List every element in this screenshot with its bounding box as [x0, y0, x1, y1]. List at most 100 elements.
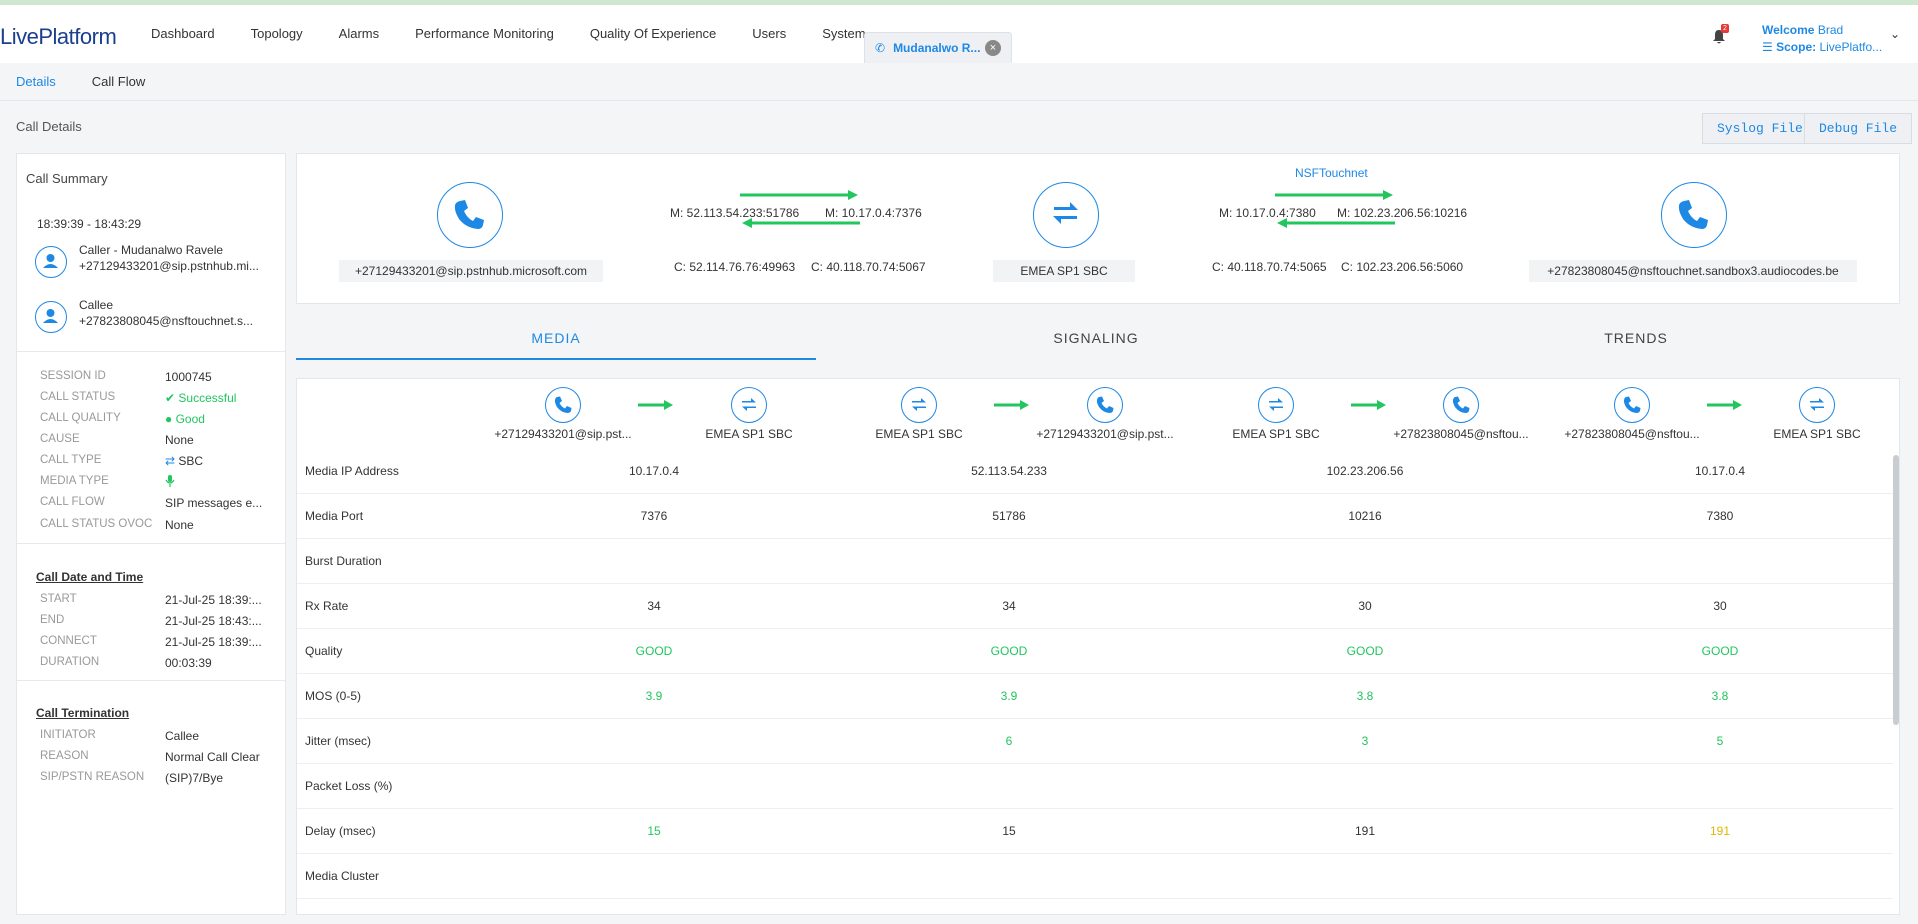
check-circle-icon: ✔: [165, 391, 176, 405]
open-call-tab[interactable]: ✆ Mudanalwo R... ×: [864, 32, 1012, 63]
caller-avatar-icon: [35, 246, 67, 278]
field-media-type: MEDIA TYPE: [40, 475, 280, 493]
left-media-a: M: 52.113.54.233:51786: [670, 206, 800, 220]
field-value: (SIP)7/Bye: [165, 771, 224, 785]
tab-details[interactable]: Details: [16, 74, 56, 89]
nav-system[interactable]: System: [822, 26, 866, 41]
sbc-icon: [731, 387, 767, 423]
leg-endpoint-label: EMEA SP1 SBC: [1232, 427, 1320, 441]
tab-signaling[interactable]: SIGNALING: [1053, 330, 1139, 346]
chevron-down-icon[interactable]: ⌄: [1890, 27, 1901, 41]
row-label: Rx Rate: [305, 599, 349, 613]
field-initiator: INITIATOR Callee: [40, 729, 280, 747]
leg-endpoint-label: +27129433201@sip.pst...: [1036, 427, 1174, 441]
callee-node-label: +27823808045@nsftouchnet.sandbox3.audioc…: [1529, 260, 1857, 282]
caller-uri: +27129433201@sip.pstnhub.mi...: [79, 259, 259, 273]
left-media-b: M: 10.17.0.4:7376: [825, 206, 922, 220]
field-key: CALL STATUS: [40, 391, 116, 403]
field-value: None: [165, 518, 194, 532]
field-start: START 21-Jul-25 18:39:...: [40, 593, 280, 611]
syslog-file-button[interactable]: Syslog File: [1702, 113, 1818, 144]
scope-icon: ☰: [1762, 40, 1773, 54]
debug-file-button[interactable]: Debug File: [1804, 113, 1913, 144]
table-cell: 7376: [640, 509, 668, 523]
caller-node-label: +27129433201@sip.pstnhub.microsoft.com: [339, 260, 603, 282]
table-row: Delay (msec) 15 15 191 191: [297, 809, 1893, 854]
leg-direction-arrow-icon: [1350, 400, 1386, 410]
table-cell: 30: [1713, 599, 1727, 613]
tab-trends[interactable]: TRENDS: [1604, 330, 1668, 346]
call-termination-heading: Call Termination: [36, 706, 130, 720]
scope-value: LivePlatfo...: [1819, 40, 1883, 54]
field-value: Normal Call Clear: [165, 750, 260, 764]
top-accent-line: [0, 0, 1918, 5]
nav-dashboard[interactable]: Dashboard: [151, 26, 215, 41]
tab-call-flow[interactable]: Call Flow: [91, 74, 146, 89]
left-direction-arrows: [740, 190, 860, 228]
table-cell: 3.8: [1356, 689, 1374, 703]
nsf-touchnet-label: NSFTouchnet: [1295, 166, 1368, 180]
table-row: Media Port 7376 51786 10216 7380: [297, 494, 1893, 539]
status-dot-icon: ●: [165, 412, 173, 426]
field-value: ✔ Successful: [165, 391, 277, 405]
vertical-scrollbar[interactable]: [1893, 455, 1899, 725]
row-label: Media Cluster: [305, 869, 380, 883]
row-label: Delay (msec): [305, 824, 376, 838]
field-key: END: [40, 614, 65, 626]
sbc-icon: [1799, 387, 1835, 423]
field-key: CALL FLOW: [40, 496, 105, 508]
row-label: Jitter (msec): [305, 734, 371, 748]
right-control-a: C: 40.118.70.74:5065: [1212, 260, 1327, 274]
user-info[interactable]: Welcome Brad ☰ Scope: LivePlatfo...: [1762, 22, 1882, 56]
nav-topology[interactable]: Topology: [250, 26, 303, 41]
field-call-type: CALL TYPE ⇄ SBC: [40, 454, 280, 472]
phone-icon: [1614, 387, 1650, 423]
sbc-node-icon[interactable]: [1033, 182, 1099, 248]
page-title: Call Details: [16, 119, 82, 134]
caller-text: Caller - Mudanalwo Ravele +27129433201@si…: [79, 242, 279, 274]
callee-uri: +27823808045@nsftouchnet.s...: [79, 314, 253, 328]
field-call-flow: CALL FLOW SIP messages e...: [40, 496, 280, 514]
callee-avatar-icon: [35, 301, 67, 333]
field-connect: CONNECT 21-Jul-25 18:39:...: [40, 635, 280, 653]
call-summary-panel: Call Summary 18:39:39 - 18:43:29 Caller …: [16, 153, 286, 915]
welcome-label: Welcome: [1762, 23, 1815, 37]
open-tab-label: Mudanalwo R...: [893, 41, 981, 55]
caller-phone-icon[interactable]: [437, 182, 503, 248]
close-tab-icon[interactable]: ×: [985, 40, 1001, 56]
app-header: LivePlatform Dashboard Topology Alarms P…: [0, 5, 1918, 63]
leg-endpoint-label: EMEA SP1 SBC: [705, 427, 793, 441]
user-name: Brad: [1817, 23, 1844, 37]
notification-badge: 2: [1721, 24, 1729, 33]
row-label: Media Port: [305, 509, 364, 523]
call-date-time-heading: Call Date and Time: [36, 570, 144, 584]
field-value: ⇄ SBC: [165, 454, 277, 468]
phone-call-icon: ✆: [875, 41, 886, 55]
table-cell: 15: [647, 824, 661, 838]
nav-quality-of-experience[interactable]: Quality Of Experience: [589, 26, 717, 41]
summary-divider: [17, 543, 285, 544]
table-cell: GOOD: [1346, 644, 1384, 658]
scope-label: Scope:: [1776, 40, 1817, 54]
field-value: 1000745: [165, 370, 212, 384]
leg-endpoint-label: +27823808045@nsftou...: [1564, 427, 1700, 441]
field-end: END 21-Jul-25 18:43:...: [40, 614, 280, 632]
notification-bell-icon[interactable]: 2: [1712, 24, 1729, 45]
call-summary-title: Call Summary: [26, 171, 108, 186]
call-type-text: SBC: [178, 454, 204, 468]
callee-text: Callee +27823808045@nsftouchnet.s...: [79, 297, 279, 329]
nav-alarms[interactable]: Alarms: [338, 26, 380, 41]
welcome-line: Welcome Brad: [1762, 22, 1882, 39]
field-key: CALL STATUS OVOC: [40, 518, 153, 530]
table-cell: 15: [1002, 824, 1016, 838]
logo-part-1: Live: [0, 24, 39, 49]
field-value: 21-Jul-25 18:39:...: [165, 593, 262, 607]
app-logo[interactable]: LivePlatform: [0, 24, 117, 50]
field-key: REASON: [40, 750, 89, 762]
callee-phone-icon[interactable]: [1661, 182, 1727, 248]
nav-users[interactable]: Users: [752, 26, 787, 41]
tab-media[interactable]: MEDIA: [296, 318, 816, 360]
field-key: CALL TYPE: [40, 454, 102, 466]
table-cell: GOOD: [635, 644, 673, 658]
nav-performance-monitoring[interactable]: Performance Monitoring: [415, 26, 554, 41]
